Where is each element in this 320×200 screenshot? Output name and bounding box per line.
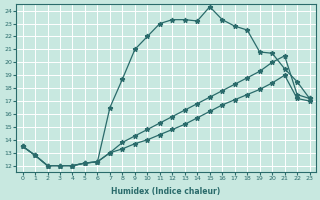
X-axis label: Humidex (Indice chaleur): Humidex (Indice chaleur) (111, 187, 221, 196)
